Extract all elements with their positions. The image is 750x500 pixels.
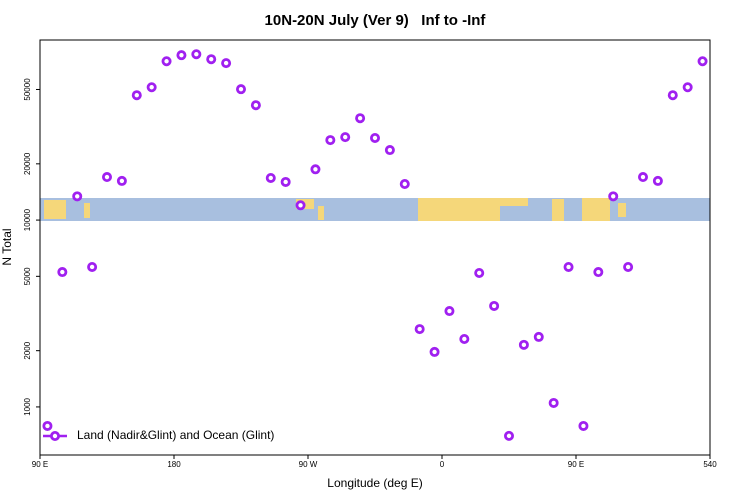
point — [682, 82, 693, 93]
x-tick-label: 90 E — [32, 460, 48, 469]
x-tick-label: 90 W — [299, 460, 318, 469]
x-axis-label: Longitude (deg E) — [327, 476, 422, 490]
point — [42, 420, 53, 431]
legend-marker — [50, 430, 61, 441]
point — [429, 346, 440, 357]
point — [548, 397, 559, 408]
x-tick-label: 180 — [167, 460, 181, 469]
point — [369, 132, 380, 143]
x-tick-label: 540 — [703, 460, 717, 469]
x-tick-label: 90 E — [568, 460, 584, 469]
point — [116, 175, 127, 186]
chart-title: 10N-20N July (Ver 9) Inf to -Inf — [265, 12, 487, 29]
plot-frame — [39, 39, 711, 456]
point — [325, 135, 336, 146]
point — [459, 333, 470, 344]
point — [280, 176, 291, 187]
point — [206, 54, 217, 65]
point — [176, 50, 187, 61]
point — [72, 191, 83, 202]
point — [340, 132, 351, 143]
point — [191, 49, 202, 60]
point — [221, 58, 232, 69]
point — [444, 306, 455, 317]
point — [399, 178, 410, 189]
point — [384, 145, 395, 156]
y-axis-label: N Total — [0, 228, 14, 265]
map-strip — [40, 198, 710, 221]
y-tick-label: 20000 — [23, 152, 32, 175]
point — [87, 261, 98, 272]
y-tick-label: 1000 — [23, 397, 32, 415]
point — [563, 261, 574, 272]
point — [295, 200, 306, 211]
legend-item: Land (Nadir&Glint) and Ocean (Glint) — [43, 428, 274, 442]
point — [57, 267, 68, 278]
point — [623, 261, 634, 272]
point — [310, 164, 321, 175]
point — [638, 172, 649, 183]
point — [667, 90, 678, 101]
point — [533, 331, 544, 342]
legend-label: Land (Nadir&Glint) and Ocean (Glint) — [77, 428, 274, 442]
point — [608, 191, 619, 202]
y-tick-label: 10000 — [23, 208, 32, 231]
point — [414, 324, 425, 335]
point — [503, 430, 514, 441]
y-tick-label: 2000 — [23, 341, 32, 359]
point — [518, 339, 529, 350]
point — [489, 300, 500, 311]
point — [161, 56, 172, 67]
point — [652, 175, 663, 186]
point — [250, 100, 261, 111]
point — [131, 90, 142, 101]
x-tick-label: 0 — [440, 460, 445, 469]
point — [593, 267, 604, 278]
point — [265, 172, 276, 183]
point — [578, 420, 589, 431]
point — [474, 267, 485, 278]
point — [235, 84, 246, 95]
point — [697, 56, 708, 67]
point — [355, 113, 366, 124]
point — [102, 172, 113, 183]
y-tick-label: 5000 — [23, 267, 32, 285]
y-tick-label: 50000 — [23, 78, 32, 101]
point — [146, 82, 157, 93]
